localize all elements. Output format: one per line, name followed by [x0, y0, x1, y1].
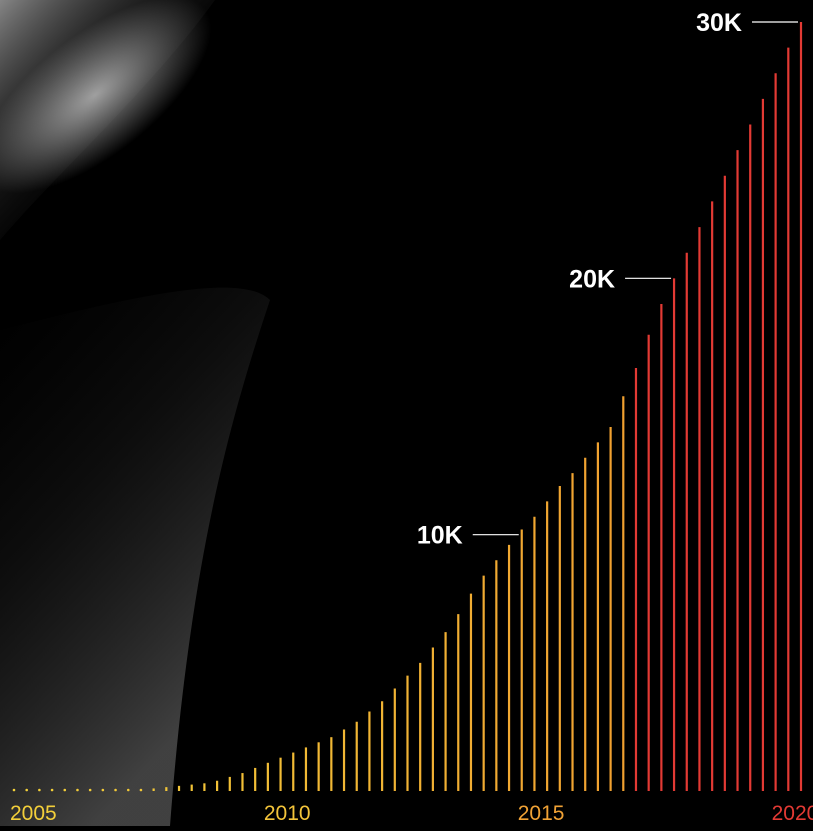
bar-10 — [139, 788, 143, 792]
bar-1 — [25, 788, 28, 792]
x-axis-ticks: 2005 2010 2015 2020 — [10, 802, 813, 825]
bar-3 — [50, 788, 54, 792]
bar-7 — [101, 788, 105, 792]
bar-5 — [76, 788, 79, 792]
x-tick-label-2010: 2010 — [264, 802, 311, 825]
x-tick-label-2015: 2015 — [518, 802, 565, 825]
bar-0 — [12, 788, 16, 792]
background-gloss-shape — [0, 0, 270, 826]
bar-8 — [114, 788, 117, 792]
x-tick-label-2005: 2005 — [10, 802, 57, 825]
x-tick-label-2020: 2020 — [772, 802, 813, 825]
bar-4 — [63, 788, 67, 792]
annotation-label-30K: 30K — [696, 9, 742, 37]
annotation-label-20K: 20K — [569, 265, 615, 293]
annotation-label-10K: 10K — [417, 522, 463, 550]
bar-9 — [126, 788, 130, 792]
bar-2 — [38, 788, 41, 792]
bars-group — [12, 22, 803, 792]
bar-6 — [88, 788, 92, 792]
y-annotations: 10K 20K 30K — [417, 9, 798, 550]
background-highlight — [0, 0, 212, 194]
